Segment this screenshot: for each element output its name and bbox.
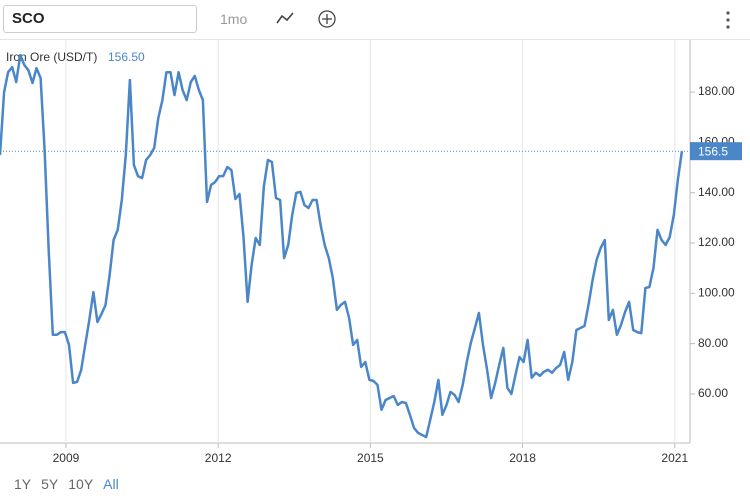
- y-tick-label: 60.00: [698, 386, 728, 400]
- range-button[interactable]: All: [103, 476, 119, 492]
- y-tick-label: 100.00: [698, 285, 735, 299]
- y-tick-label: 140.00: [698, 185, 735, 199]
- x-tick-label: 2018: [509, 451, 536, 465]
- chart: Iron Ore (USD/T) 2009 2012 2015 2018 2021 60.…: [0, 40, 742, 465]
- x-tick-label: 2012: [205, 451, 232, 465]
- toolbar-icons: [276, 10, 730, 29]
- range-selector: 1Y 5Y 10Y All: [14, 476, 129, 492]
- range-button[interactable]: 10Y: [68, 476, 94, 492]
- add-indicator-icon[interactable]: [318, 10, 336, 28]
- legend-value: 156.50: [108, 50, 145, 64]
- x-tick-label: 2015: [357, 451, 384, 465]
- menu-dot[interactable]: [726, 11, 730, 15]
- range-button[interactable]: 1Y: [14, 476, 32, 492]
- legend-name: Iron Ore (USD/T): [6, 50, 97, 64]
- interval-button[interactable]: 1mo: [220, 11, 248, 27]
- y-tick-label: 120.00: [698, 235, 735, 249]
- last-value-tag: [690, 142, 742, 161]
- x-tick-label: 2009: [53, 451, 80, 465]
- y-tick-label: 180.00: [698, 84, 735, 98]
- range-button[interactable]: 5Y: [41, 476, 59, 492]
- series-line: [0, 53, 684, 439]
- toolbar: SCO 1mo: [0, 0, 750, 40]
- last-value-label: 156.5: [698, 144, 728, 158]
- menu-dot[interactable]: [726, 25, 730, 29]
- symbol-input[interactable]: SCO: [3, 5, 197, 33]
- y-tick-label: 80.00: [698, 336, 728, 350]
- chart-type-icon[interactable]: [276, 12, 294, 24]
- x-tick-label: 2021: [661, 451, 688, 465]
- menu-dot[interactable]: [726, 18, 730, 22]
